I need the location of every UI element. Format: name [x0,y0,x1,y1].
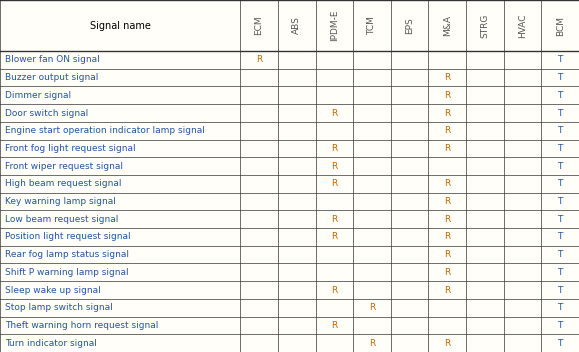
Text: R: R [444,126,450,135]
Text: BCM: BCM [556,15,565,36]
Text: IPDM-E: IPDM-E [330,10,339,41]
Text: Theft warning horn request signal: Theft warning horn request signal [5,321,158,330]
Text: R: R [444,91,450,100]
Text: T: T [558,108,563,118]
Text: R: R [444,144,450,153]
Text: T: T [558,144,563,153]
Text: T: T [558,303,563,312]
Text: Blower fan ON signal: Blower fan ON signal [5,55,100,64]
Text: STRG: STRG [481,13,489,38]
Text: Turn indicator signal: Turn indicator signal [5,339,97,348]
Text: TCM: TCM [368,16,376,35]
Text: Low beam request signal: Low beam request signal [5,215,118,224]
Text: R: R [444,179,450,188]
Text: Buzzer output signal: Buzzer output signal [5,73,98,82]
Text: T: T [558,215,563,224]
Text: T: T [558,197,563,206]
Text: Door switch signal: Door switch signal [5,108,88,118]
Text: ECM: ECM [255,16,263,35]
Text: R: R [444,73,450,82]
Text: R: R [331,321,338,330]
Text: R: R [331,162,338,171]
Text: T: T [558,285,563,295]
Text: T: T [558,321,563,330]
Text: Shift P warning lamp signal: Shift P warning lamp signal [5,268,129,277]
Text: Position light request signal: Position light request signal [5,232,130,241]
Text: R: R [444,215,450,224]
Text: T: T [558,55,563,64]
Text: R: R [331,144,338,153]
Text: Dimmer signal: Dimmer signal [5,91,71,100]
Text: R: R [256,55,262,64]
Text: EPS: EPS [405,17,414,34]
Text: Front wiper request signal: Front wiper request signal [5,162,123,171]
Text: R: R [444,339,450,348]
Text: R: R [444,197,450,206]
Text: R: R [331,285,338,295]
Text: R: R [331,179,338,188]
Text: R: R [444,268,450,277]
Text: HVAC: HVAC [518,13,527,38]
Text: Rear fog lamp status signal: Rear fog lamp status signal [5,250,129,259]
Text: High beam request signal: High beam request signal [5,179,121,188]
Text: R: R [444,250,450,259]
Text: T: T [558,73,563,82]
Text: T: T [558,126,563,135]
Text: R: R [444,285,450,295]
Text: Front fog light request signal: Front fog light request signal [5,144,135,153]
Text: R: R [331,232,338,241]
Text: Engine start operation indicator lamp signal: Engine start operation indicator lamp si… [5,126,204,135]
Text: T: T [558,250,563,259]
Text: Key warning lamp signal: Key warning lamp signal [5,197,115,206]
Text: Stop lamp switch signal: Stop lamp switch signal [5,303,112,312]
Text: T: T [558,339,563,348]
Text: R: R [444,108,450,118]
Text: ABS: ABS [292,17,301,34]
Text: M&A: M&A [443,15,452,36]
Text: T: T [558,162,563,171]
Text: T: T [558,232,563,241]
Text: R: R [331,108,338,118]
Text: T: T [558,179,563,188]
Text: Signal name: Signal name [90,20,151,31]
Text: Sleep wake up signal: Sleep wake up signal [5,285,100,295]
Text: R: R [331,215,338,224]
Text: T: T [558,91,563,100]
Text: R: R [369,303,375,312]
Text: R: R [369,339,375,348]
Text: R: R [444,232,450,241]
Text: T: T [558,268,563,277]
